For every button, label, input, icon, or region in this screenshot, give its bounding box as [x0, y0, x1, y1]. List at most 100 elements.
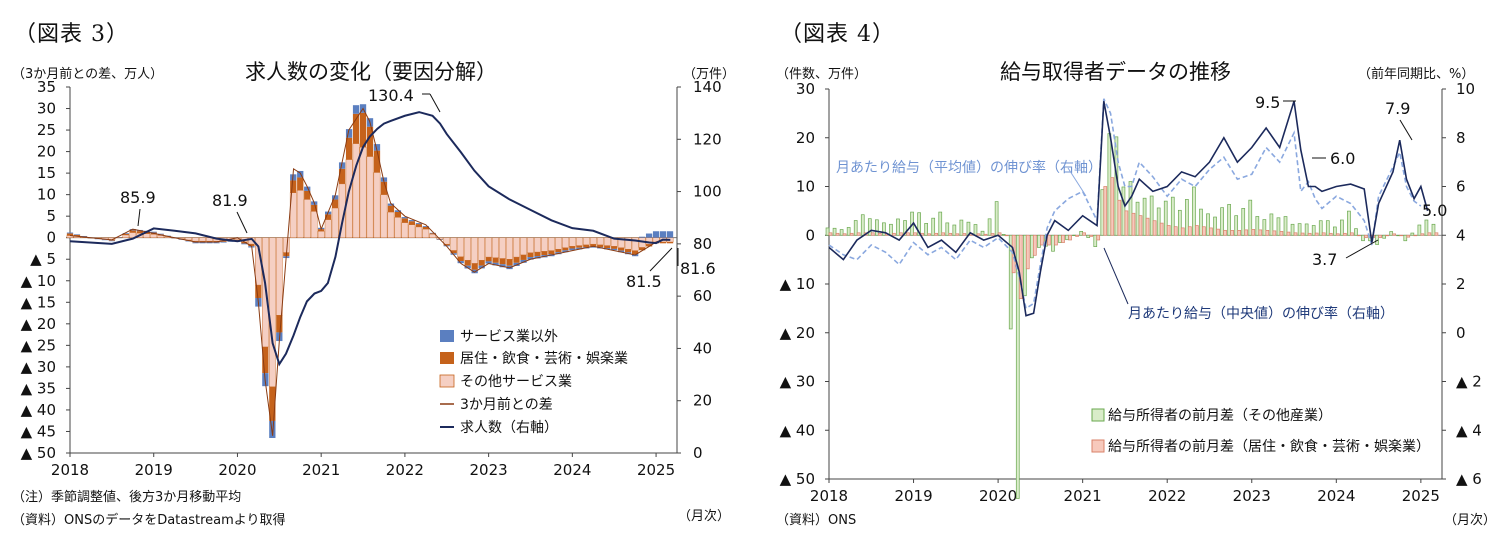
chart-1-bar-non-services [185, 240, 192, 242]
chart-2-bar-hospitality [1209, 227, 1213, 236]
chart-2-bar-hospitality [1237, 230, 1241, 236]
chart-1-left-tick-label: 35 [37, 78, 56, 96]
chart-2-bar-other-industries [959, 219, 964, 236]
chart-1-bar-non-services [429, 232, 436, 234]
chart-1-legend-swatch-other-services [439, 374, 455, 388]
chart-1-bar-hospitality [485, 257, 492, 262]
chart-2-bar-other-industries [1065, 234, 1069, 241]
chart-1-bar-non-services [94, 238, 102, 240]
chart-2-bar-hospitality [849, 232, 854, 236]
chart-2-bar-other-industries [903, 220, 907, 236]
chart-2-bar-hospitality [1314, 232, 1319, 236]
chart-2-legend-label: 給与所得者の前月差（居住・飲食・芸術・娯楽業） [1108, 438, 1430, 455]
chart-2-right-tick-label: 4 [1456, 226, 1466, 244]
chart-1-bar-other-services [150, 234, 158, 238]
chart-2-bar-hospitality [1244, 229, 1249, 236]
chart-2-bar-other-industries [1199, 208, 1203, 236]
chart-2-x-tick-label: 2019 [894, 487, 932, 505]
chart-2-bar-hospitality [1054, 234, 1058, 246]
chart-1-bar-other-services [394, 217, 402, 238]
chart-1-bar-other-services [471, 237, 479, 264]
chart-2-bar-other-industries [917, 212, 921, 236]
chart-1-bar-other-services [317, 231, 325, 238]
chart-1-bar-other-services [331, 207, 339, 238]
chart-2-bar-hospitality [1230, 230, 1234, 236]
chart-1-bar-other-services [422, 228, 430, 238]
chart-2-legend-swatch-other-industries [1091, 408, 1105, 422]
chart-1-bar-hospitality [122, 233, 129, 235]
chart-1-bar-non-services [638, 236, 646, 238]
chart-1-bars [66, 104, 674, 439]
chart-2-bar-hospitality [899, 232, 903, 236]
chart-1-bar-other-services [324, 219, 332, 238]
chart-1-bar-non-services [666, 231, 674, 238]
chart-1-bar-non-services [415, 223, 422, 225]
chart-2-bar-other-industries [1030, 234, 1034, 259]
chart-2-bar-other-industries [1213, 216, 1217, 236]
chart-2-bar-hospitality [983, 233, 988, 236]
chart-1-bar-hospitality [457, 256, 464, 262]
chart-2-bar-hospitality [1103, 186, 1108, 236]
chart-1-bar-hospitality [269, 386, 276, 421]
chart-1-bar-non-services [569, 248, 576, 251]
chart-1-bar-other-services [192, 237, 199, 242]
chart-1-bar-hospitality [380, 181, 388, 195]
chart-2-right-tick-label: ▲ 6 [1456, 470, 1482, 488]
chart-2-bar-hospitality [1047, 234, 1051, 246]
chart-1-left-tick-label: ▲ 50 [21, 444, 56, 462]
chart-2-bar-other-industries [839, 229, 844, 236]
chart-1-left-tick-label: 15 [37, 164, 56, 182]
chart-1-bar-hospitality [220, 240, 227, 242]
chart-1-bar-non-services [129, 229, 136, 231]
chart-2-right-tick-label: 0 [1456, 324, 1466, 342]
chart-2-x-tick-label: 2024 [1317, 487, 1355, 505]
chart-2-bar-other-industries [1072, 234, 1076, 236]
chart-2-bar-other-industries [1389, 231, 1394, 236]
chart-2-bar-other-industries [1093, 234, 1098, 247]
chart-2-bar-hospitality [1216, 228, 1220, 236]
chart-1-legend-label: 求人数（右軸） [460, 420, 558, 436]
chart-2-left-tick-label: 10 [796, 178, 815, 196]
chart-1-bar-non-services [206, 242, 213, 244]
chart-2-left-tick-label: ▲ 10 [780, 275, 815, 293]
chart-2-x-tick-label: 2023 [1233, 487, 1271, 505]
chart-2-bar-hospitality [1075, 234, 1079, 237]
chart-2-bar-hospitality [1321, 232, 1326, 236]
chart-2-bar-other-industries [882, 222, 886, 236]
chart-2-bar-hospitality [1378, 234, 1382, 239]
chart-2-bar-other-industries [1304, 223, 1309, 236]
chart-1-right-tick-label: 140 [693, 78, 722, 96]
chart-1-bar-hospitality [611, 246, 618, 249]
chart-2-x-tick-label: 2022 [1148, 487, 1186, 505]
chart-1-bar-hospitality [255, 285, 262, 298]
chart-1-right-tick-label: 120 [693, 130, 722, 148]
chart-1-bar-hospitality [597, 244, 604, 248]
chart-1-bar-hospitality [520, 254, 527, 260]
chart-2-bar-other-industries [1424, 219, 1429, 236]
chart-1-bar-non-services [304, 186, 311, 191]
chart-2-bar-hospitality [1173, 226, 1178, 236]
chart-1-source: （資料）ONSのデータをDatastreamより取得 [12, 513, 286, 528]
chart-2-annotation-9-5: 9.5 [1255, 93, 1280, 112]
chart-1-bar-other-services [359, 147, 367, 238]
chart-1-bar-hospitality [66, 233, 74, 236]
chart-1-bar-hospitality [338, 168, 346, 184]
chart-1-bar-other-services [373, 172, 381, 238]
chart-2-bar-hospitality [1187, 226, 1192, 236]
chart-1-bar-hospitality [645, 244, 653, 247]
chart-2-x-tick-label: 2020 [979, 487, 1017, 505]
chart-1-bar-non-services [513, 262, 520, 266]
chart-1-left-tick-label: ▲ 30 [21, 358, 56, 376]
chart-1-bar-other-services [387, 211, 395, 238]
chart-1-bar-non-services [73, 234, 81, 235]
chart-1-bar-hospitality [576, 245, 583, 248]
chart-1-bar-non-services [659, 231, 667, 238]
chart-2-left-tick-label: 20 [796, 129, 815, 147]
chart-1-bar-non-services [352, 105, 360, 114]
chart-2-bar-hospitality [1335, 233, 1340, 236]
chart-1-bar-other-services [499, 237, 506, 259]
chart-2-bar-hospitality [1385, 234, 1389, 237]
chart-1-annotation-85-9: 85.9 [120, 188, 156, 207]
chart-2-bar-hospitality [1427, 232, 1432, 236]
